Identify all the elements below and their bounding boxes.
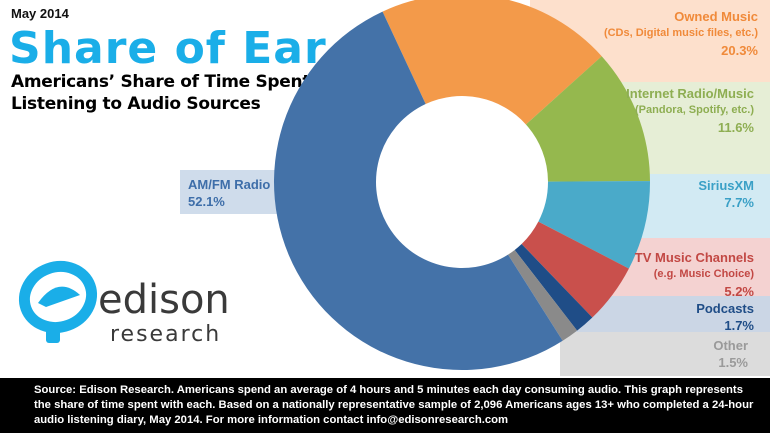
owned-value: 20.3% [721, 43, 758, 58]
footer-source-note: Source: Edison Research. Americans spend… [0, 378, 770, 433]
internet-name: Internet Radio/Music [626, 86, 754, 101]
label-am-fm-radio: AM/FM Radio 52.1% [188, 176, 270, 210]
internet-detail: (Pandora, Spotify, etc.) [635, 104, 754, 116]
edison-research-logo: edison research [18, 255, 258, 355]
am-fm-name: AM/FM Radio [188, 177, 271, 192]
slice-tv-music-channels [521, 221, 629, 318]
podcasts-value: 1.7% [724, 318, 754, 333]
label-internet-radio: Internet Radio/Music (Pandora, Spotify, e… [626, 85, 754, 136]
donut-chart [180, 0, 770, 376]
sirius-name: SiriusXM [698, 178, 754, 193]
subtitle-line-2: Listening to Audio Sources [11, 94, 261, 114]
svg-text:research: research [110, 322, 221, 347]
label-owned-music: Owned Music (CDs, Digital music files, et… [604, 8, 758, 59]
tv-detail: (e.g. Music Choice) [653, 268, 754, 280]
owned-detail: (CDs, Digital music files, etc.) [603, 27, 758, 39]
other-value: 1.5% [718, 355, 748, 370]
sirius-value: 7.7% [724, 195, 754, 210]
slice-siriusxm [538, 181, 650, 269]
tv-value: 5.2% [724, 284, 754, 299]
subtitle: Americans’ Share of Time Spent Listening … [11, 71, 310, 115]
other-name: Other [713, 338, 748, 353]
slice-am-fm-radio [274, 11, 563, 370]
label-other: Other 1.5% [713, 337, 748, 371]
owned-name: Owned Music [674, 9, 758, 24]
am-fm-value: 52.1% [188, 194, 225, 209]
subtitle-line-1: Americans’ Share of Time Spent [11, 72, 311, 92]
label-siriusxm: SiriusXM 7.7% [698, 177, 754, 211]
page-title: Share of Ear [9, 23, 327, 74]
podcasts-name: Podcasts [696, 301, 754, 316]
date: May 2014 [11, 6, 69, 21]
label-podcasts: Podcasts 1.7% [696, 300, 754, 334]
internet-value: 11.6% [717, 120, 754, 135]
slice-owned-music [382, 0, 602, 125]
label-tv-music: TV Music Channels (e.g. Music Choice) 5.2% [635, 249, 754, 300]
slice-other [508, 249, 578, 341]
label-band-am-fm [180, 170, 280, 214]
tv-name: TV Music Channels [634, 250, 754, 265]
svg-text:edison: edison [98, 277, 230, 323]
edison-logo-mark: edison research [18, 261, 230, 347]
slice-podcasts [514, 243, 593, 331]
slice-internet-radio-music [525, 56, 650, 182]
label-band-5 [560, 332, 770, 376]
